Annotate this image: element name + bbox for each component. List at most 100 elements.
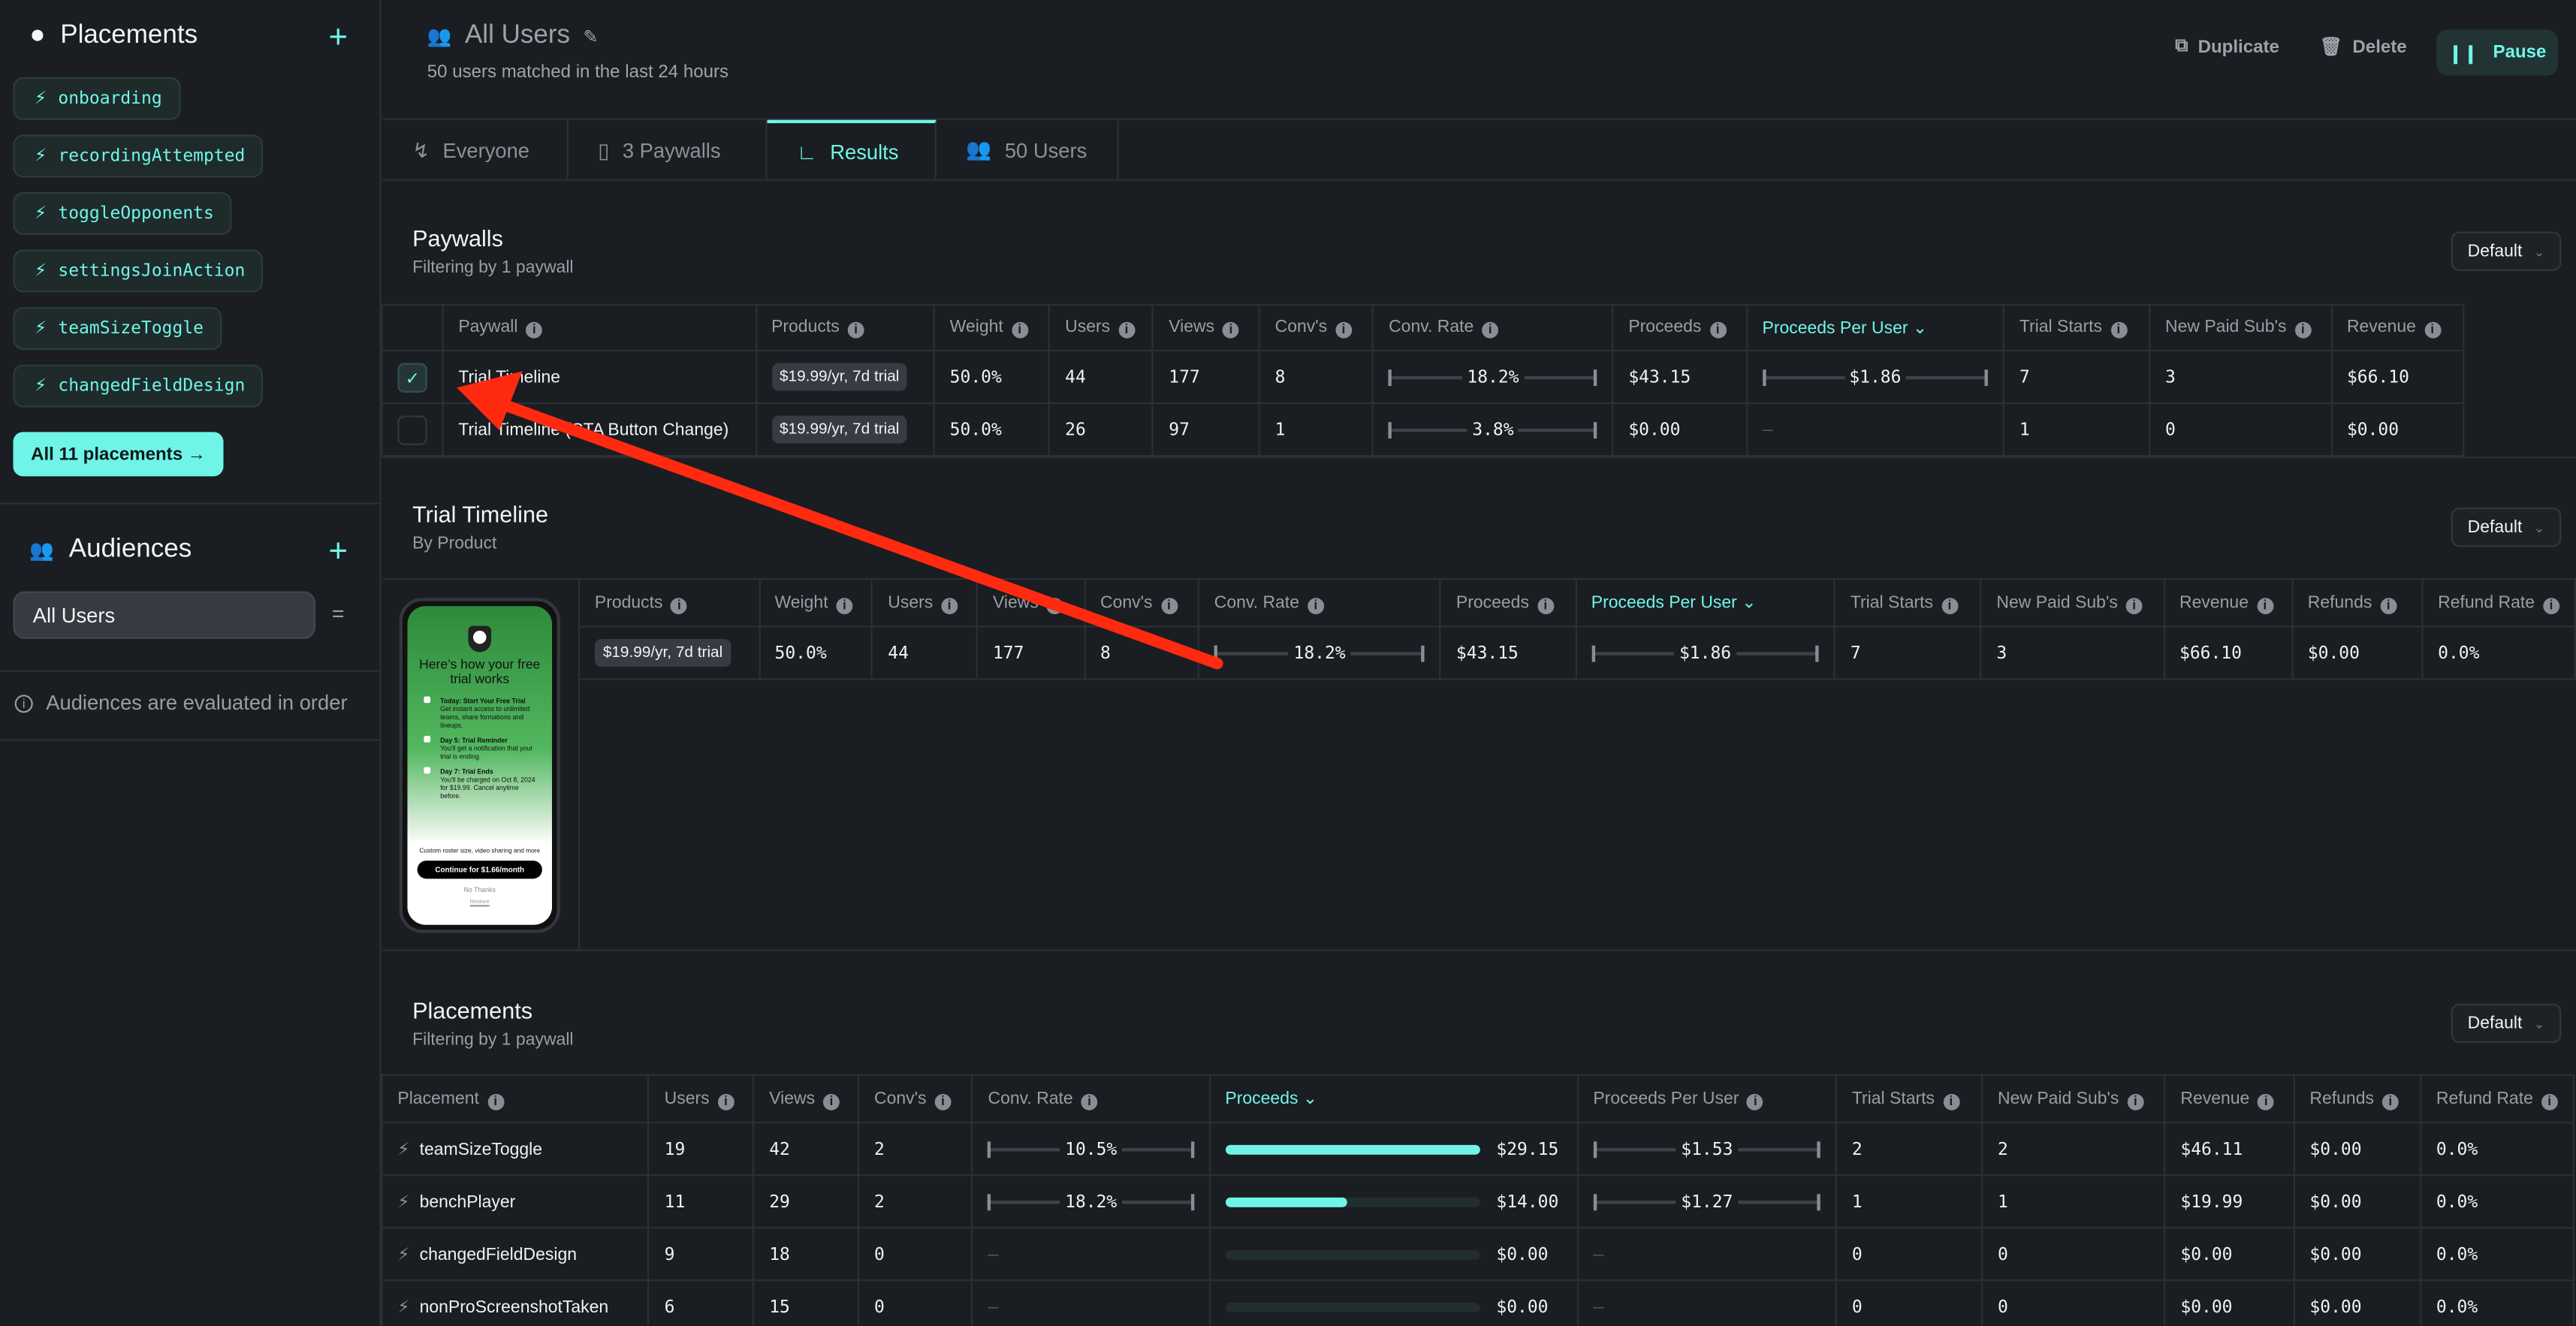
column-header-revenue[interactable]: Revenue i (2163, 578, 2294, 628)
placements-sort-dropdown[interactable]: Default ⌄ (2451, 1003, 2562, 1044)
cell-refunds: $0.00 (2293, 1174, 2422, 1229)
placements-section-subtitle: Filtering by 1 paywall (412, 1029, 574, 1050)
column-header-revenue[interactable]: Revenue i (2164, 1074, 2295, 1124)
tab-everyone[interactable]: ↯ Everyone (383, 119, 569, 181)
cell-users: 19 (647, 1122, 755, 1177)
all-placements-button[interactable]: All 11 placements → (13, 432, 224, 477)
tab-results[interactable]: ∟ Results (767, 119, 937, 181)
drag-handle-icon[interactable]: = (331, 601, 345, 626)
table-row[interactable]: ⚡︎ nonProScreenshotTaken 6 15 0— $0.00—0 0 $0.0… (381, 1279, 2574, 1326)
placement-chip-changedfielddesign[interactable]: ⚡︎ changedFieldDesign (13, 364, 264, 408)
info-icon: i (1941, 597, 1958, 614)
column-header-views[interactable]: Views i (1152, 303, 1260, 352)
column-header-conv-rate[interactable]: Conv. Rate i (971, 1074, 1211, 1124)
column-header-conv-rate[interactable]: Conv. Rate i (1372, 303, 1614, 352)
cell-name[interactable]: ⚡︎ changedFieldDesign (381, 1227, 650, 1282)
placement-chip-onboarding[interactable]: ⚡︎ onboarding (13, 77, 180, 120)
paywalls-sort-dropdown[interactable]: Default ⌄ (2451, 231, 2562, 271)
column-header-paywall[interactable]: Paywall i (442, 303, 757, 352)
column-header-users[interactable]: Users i (647, 1074, 755, 1124)
cell-new-paid: 0 (1981, 1227, 2166, 1282)
row-checkbox-cell[interactable] (381, 402, 444, 457)
column-header-proceeds[interactable]: Proceeds ⌄ (1208, 1074, 1579, 1124)
column-header-views[interactable]: Views i (976, 578, 1086, 628)
info-icon: i (671, 597, 688, 614)
cell-name[interactable]: Trial Timeline (CTA Button Change) (442, 402, 757, 457)
placement-chip-recordingattempted[interactable]: ⚡︎ recordingAttempted (13, 134, 264, 178)
row-checkbox-cell[interactable]: ✓ (381, 349, 444, 405)
column-header-new-paid-sub-s[interactable]: New Paid Sub's i (2149, 303, 2333, 352)
info-icon: i (934, 1092, 952, 1110)
pause-icon: ❙❙ (2448, 43, 2478, 64)
edit-pencil-icon[interactable]: ✎ (583, 27, 599, 47)
table-row[interactable]: ✓ Trial Timeline $19.99/yr, 7d trial 50.0% 4… (381, 349, 2574, 405)
cell-conv-rate: 3.8% (1372, 402, 1614, 457)
column-header-placement[interactable]: Placement i (381, 1074, 650, 1124)
cell-name[interactable]: ⚡︎ nonProScreenshotTaken (381, 1279, 650, 1326)
placement-chip-toggleopponents[interactable]: ⚡︎ toggleOpponents (13, 191, 232, 235)
placement-chip-teamsizetoggle[interactable]: ⚡︎ teamSizeToggle (13, 307, 222, 350)
column-header-proceeds-per-user[interactable]: Proceeds Per User ⌄ (1574, 578, 1836, 628)
row-checkbox[interactable]: ✓ (397, 362, 427, 392)
chevron-down-icon: ⌄ (2533, 243, 2545, 259)
column-header-conv-s[interactable]: Conv's i (858, 1074, 973, 1124)
info-icon: i (1307, 597, 1324, 614)
column-header-weight[interactable]: Weight i (933, 303, 1051, 352)
cell-proceeds: $0.00 (1208, 1227, 1579, 1282)
cell-trial-starts: 7 (2002, 349, 2151, 405)
column-header-refunds[interactable]: Refunds i (2293, 1074, 2422, 1124)
column-header-proceeds-per-user[interactable]: Proceeds Per User ⌄ (1745, 303, 2005, 352)
cell-refund-rate: 0.0% (2420, 1279, 2574, 1326)
table-row[interactable]: ⚡︎ teamSizeToggle 19 42 2 10.5% $29.15 $1.53 2 2 $… (381, 1122, 2574, 1177)
row-checkbox[interactable] (397, 414, 427, 445)
table-row[interactable]: Trial Timeline (CTA Button Change) $19.99… (381, 402, 2574, 457)
column-header-refund-rate[interactable]: Refund Rate i (2421, 578, 2576, 628)
info-icon: i (1046, 597, 1063, 614)
column-header-conv-s[interactable]: Conv's i (1084, 578, 1200, 628)
cell-name[interactable]: Trial Timeline (442, 349, 757, 405)
table-row[interactable]: ⚡︎ changedFieldDesign 9 18 0— $0.00—0 0 $0.00 $0… (381, 1227, 2574, 1282)
tab-3-paywalls[interactable]: ▯ 3 Paywalls (569, 119, 768, 181)
duplicate-button[interactable]: ⧉ Duplicate (2175, 36, 2279, 57)
column-header-trial-starts[interactable]: Trial Starts i (1833, 578, 1982, 628)
column-header-refunds[interactable]: Refunds i (2291, 578, 2424, 628)
column-header-new-paid-sub-s[interactable]: New Paid Sub's i (1981, 1074, 2166, 1124)
column-header-refund-rate[interactable]: Refund Rate i (2420, 1074, 2574, 1124)
column-header-proceeds[interactable]: Proceeds i (1440, 578, 1577, 628)
column-header-proceeds-per-user[interactable]: Proceeds Per User i (1576, 1074, 1838, 1124)
main-content: 👥 All Users ✎ 50 users matched in the la… (381, 0, 2576, 1326)
delete-button[interactable]: 🗑 Delete (2319, 37, 2407, 58)
placement-chip-settingsjoinaction[interactable]: ⚡︎ settingsJoinAction (13, 249, 264, 293)
proceeds-bar (1225, 1301, 1480, 1312)
chevron-down-icon: ⌄ (1302, 1089, 1318, 1109)
pause-button[interactable]: ❙❙ Pause (2436, 29, 2558, 76)
add-audience-button[interactable]: + (328, 533, 348, 571)
table-row[interactable]: ⚡︎ benchPlayer 11 29 2 18.2% $14.00 $1.27 1 1 $19.… (381, 1174, 2574, 1229)
column-header-trial-starts[interactable]: Trial Starts i (2002, 303, 2151, 352)
info-icon: i (1081, 1092, 1098, 1110)
column-header-products[interactable]: Products i (578, 578, 760, 628)
cell-weight: 50.0% (758, 625, 873, 680)
column-header-conv-rate[interactable]: Conv. Rate i (1197, 578, 1442, 628)
column-header-products[interactable]: Products i (755, 303, 935, 352)
tab-50-users[interactable]: 👥 50 Users (937, 119, 1119, 181)
column-header-trial-starts[interactable]: Trial Starts i (1835, 1074, 1983, 1124)
cell-name[interactable]: ⚡︎ benchPlayer (381, 1174, 650, 1229)
paywall-preview[interactable]: Here’s how your free trial works Today: … (399, 598, 560, 933)
column-header-weight[interactable]: Weight i (758, 578, 873, 628)
add-placement-button[interactable]: + (328, 20, 348, 56)
column-header-conv-s[interactable]: Conv's i (1258, 303, 1374, 352)
column-header-users[interactable]: Users i (871, 578, 979, 628)
info-icon: i (2543, 597, 2559, 614)
column-header-views[interactable]: Views i (753, 1074, 860, 1124)
audience-item-all-users[interactable]: All Users (13, 591, 315, 639)
product-sort-dropdown[interactable]: Default ⌄ (2451, 507, 2562, 547)
column-header-users[interactable]: Users i (1048, 303, 1154, 352)
info-icon: i (526, 321, 543, 339)
column-header-new-paid-sub-s[interactable]: New Paid Sub's i (1980, 578, 2165, 628)
cell-revenue: $66.10 (2330, 349, 2465, 405)
table-row[interactable]: $19.99/yr, 7d trial 50.0% 44 177 8 18.2% $43.1… (578, 625, 2576, 680)
cell-name[interactable]: ⚡︎ teamSizeToggle (381, 1122, 650, 1177)
column-header-revenue[interactable]: Revenue i (2330, 303, 2465, 352)
column-header-proceeds[interactable]: Proceeds i (1612, 303, 1748, 352)
